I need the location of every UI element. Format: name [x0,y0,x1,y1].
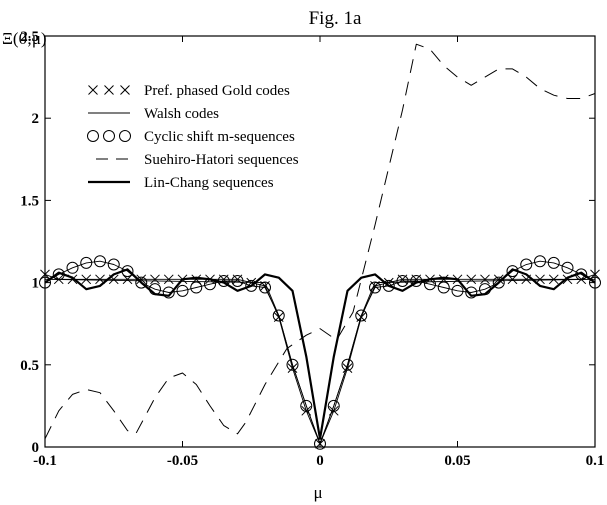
data-point-cyclic-shift-m-sequences [382,279,395,292]
series-pref-phased-gold-codes [40,269,600,449]
data-point-cyclic-shift-m-sequences [66,261,79,274]
data-point-pref-phased-gold-codes [150,274,160,285]
legend-marker-pref-phased-gold-codes [88,85,98,95]
series-walsh-codes [44,278,596,445]
x-tick-label: -0.1 [33,453,57,469]
data-point-cyclic-shift-m-sequences [259,281,271,294]
data-point-cyclic-shift-m-sequences [355,309,368,322]
legend-marker-pref-phased-gold-codes [104,85,114,95]
legend: Pref. phased Gold codes Walsh codes Cyclic… [87,83,299,191]
series-line-suehiro-hatori-sequences [44,43,596,440]
data-point-pref-phased-gold-codes [548,274,559,285]
legend-label-walsh-codes: Walsh codes [144,106,219,122]
data-point-cyclic-shift-m-sequences [80,256,93,269]
legend-label-lin-chang-sequences: Lin-Chang sequences [144,175,274,191]
legend-marker-cyclic-shift-m-sequences [119,130,131,142]
data-point-cyclic-shift-m-sequences [369,281,381,294]
data-point-pref-phased-gold-codes [287,363,298,373]
y-tick-label: 0.5 [20,358,39,374]
x-tick-label: 0 [316,453,324,469]
data-point-pref-phased-gold-codes [81,274,92,285]
data-point-pref-phased-gold-codes [136,274,147,285]
data-point-cyclic-shift-m-sequences [465,286,478,299]
series-line-pref-phased-gold-codes [44,273,596,445]
legend-marker-cyclic-shift-m-sequences [103,130,115,142]
y-axis-label: Ξ(0;μ) [2,29,47,48]
data-point-cyclic-shift-m-sequences [547,256,560,269]
data-point-pref-phased-gold-codes [438,274,449,285]
legend-item-cyclic-shift-m-sequences: Cyclic shift m-sequences [87,129,295,145]
data-point-cyclic-shift-m-sequences [231,274,244,287]
x-tick-label: 0.05 [444,453,470,469]
data-point-pref-phased-gold-codes [122,274,133,285]
chart-title: Fig. 1a [309,8,362,29]
data-point-cyclic-shift-m-sequences [176,284,189,297]
data-point-cyclic-shift-m-sequences [162,286,175,299]
legend-label-suehiro-hatori-sequences: Suehiro-Hatori sequences [144,152,299,168]
data-point-cyclic-shift-m-sequences [94,255,106,268]
data-point-pref-phased-gold-codes [493,274,504,285]
data-point-cyclic-shift-m-sequences [534,255,546,268]
legend-item-walsh-codes: Walsh codes [88,106,219,122]
series-line-lin-chang-sequences [44,268,596,440]
x-tick-label: 0.1 [586,453,605,469]
series-line-walsh-codes [44,278,596,445]
data-point-cyclic-shift-m-sequences [561,261,574,274]
legend-item-lin-chang-sequences: Lin-Chang sequences [88,175,274,191]
y-tick-label: 0 [32,440,40,456]
legend-marker-pref-phased-gold-codes [120,85,130,95]
legend-label-pref-phased-gold-codes: Pref. phased Gold codes [144,83,290,99]
y-tick-label: 1 [32,276,40,292]
legend-label-cyclic-shift-m-sequences: Cyclic shift m-sequences [144,129,295,145]
x-axis-label: μ [313,483,322,502]
y-tick-label: 1.5 [20,193,39,209]
data-point-cyclic-shift-m-sequences [492,276,505,289]
legend-item-pref-phased-gold-codes: Pref. phased Gold codes [88,83,290,99]
data-point-pref-phased-gold-codes [342,363,353,373]
data-point-pref-phased-gold-codes [466,274,477,285]
series-suehiro-hatori-sequences [44,43,596,440]
data-point-pref-phased-gold-codes [480,274,490,285]
data-point-cyclic-shift-m-sequences [190,281,203,294]
data-point-cyclic-shift-m-sequences [437,281,450,294]
legend-item-suehiro-hatori-sequences: Suehiro-Hatori sequences [96,152,299,168]
data-point-cyclic-shift-m-sequences [272,309,285,322]
series-lin-chang-sequences [44,268,596,440]
data-point-cyclic-shift-m-sequences [300,399,313,412]
series-cyclic-shift-m-sequences [39,255,601,450]
tick-layer: -0.1 -0.05 0 0.05 0.1 0 0.5 1 1.5 2 2.5 [20,29,604,469]
x-tick-label: -0.05 [167,453,198,469]
data-point-cyclic-shift-m-sequences [245,279,258,292]
data-point-cyclic-shift-m-sequences [396,274,409,287]
legend-marker-cyclic-shift-m-sequences [87,130,99,142]
data-point-cyclic-shift-m-sequences [327,399,340,412]
data-point-pref-phased-gold-codes [163,274,174,285]
series-line-cyclic-shift-m-sequences [44,260,596,445]
data-point-pref-phased-gold-codes [507,274,518,285]
data-point-cyclic-shift-m-sequences [520,258,533,271]
series-layer [39,43,601,450]
data-point-cyclic-shift-m-sequences [451,284,464,297]
y-tick-label: 2 [32,111,40,127]
plot-frame [44,35,596,448]
data-point-pref-phased-gold-codes [191,274,202,285]
y-tick-label: 2.5 [20,29,39,45]
data-point-cyclic-shift-m-sequences [135,276,148,289]
data-point-cyclic-shift-m-sequences [107,258,120,271]
data-point-cyclic-shift-m-sequences [286,358,299,371]
data-point-cyclic-shift-m-sequences [341,358,354,371]
